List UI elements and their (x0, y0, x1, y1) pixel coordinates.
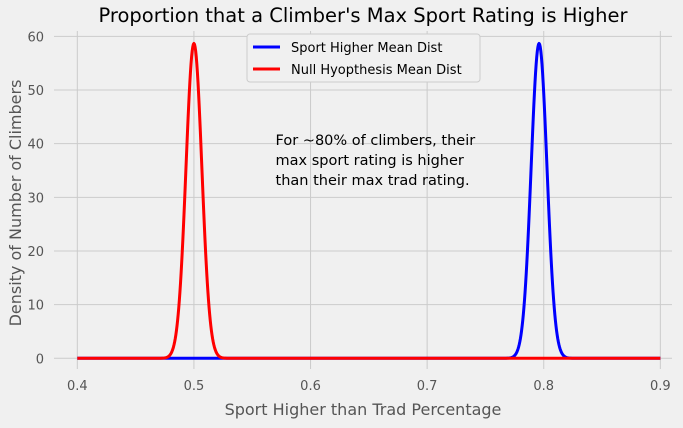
x-tick-label: 0.6 (300, 379, 321, 394)
x-tick-label: 0.4 (67, 379, 88, 394)
y-tick-label: 20 (27, 245, 44, 260)
y-axis-label: Density of Number of Climbers (6, 80, 25, 327)
annotation: For ~80% of climbers, their max sport ra… (276, 133, 476, 189)
x-tick-label: 0.7 (417, 379, 438, 394)
y-tick-label: 50 (27, 84, 44, 99)
y-tick-label: 0 (36, 352, 44, 367)
legend-box (246, 33, 481, 83)
x-axis-label: Sport Higher than Trad Percentage (225, 400, 502, 419)
y-tick-label: 60 (27, 30, 44, 45)
annotation-line-3: than their max trad rating. (276, 173, 470, 189)
y-tick-label: 30 (27, 191, 44, 206)
x-tick-label: 0.8 (533, 379, 554, 394)
legend-label-null: Null Hyopthesis Mean Dist (291, 63, 462, 78)
legend-label-sport: Sport Higher Mean Dist (291, 41, 442, 56)
series-group (76, 42, 662, 360)
x-tick-label: 0.5 (184, 379, 205, 394)
x-tick-label: 0.9 (650, 379, 671, 394)
y-tick-label: 40 (27, 138, 44, 153)
ticks: 0.4 0.5 0.6 0.7 0.8 0.9 0 10 20 30 40 50 60 (27, 30, 670, 394)
y-tick-label: 10 (27, 299, 44, 314)
plot-area (54, 31, 672, 369)
legend: Sport Higher Mean Dist Null Hyopthesis M… (246, 33, 481, 83)
chart-title: Proportion that a Climber's Max Sport Ra… (98, 4, 628, 27)
annotation-line-2: max sport rating is higher (276, 153, 464, 169)
annotation-line-1: For ~80% of climbers, their (276, 133, 476, 149)
series-line-null-hypothesis (76, 42, 662, 360)
